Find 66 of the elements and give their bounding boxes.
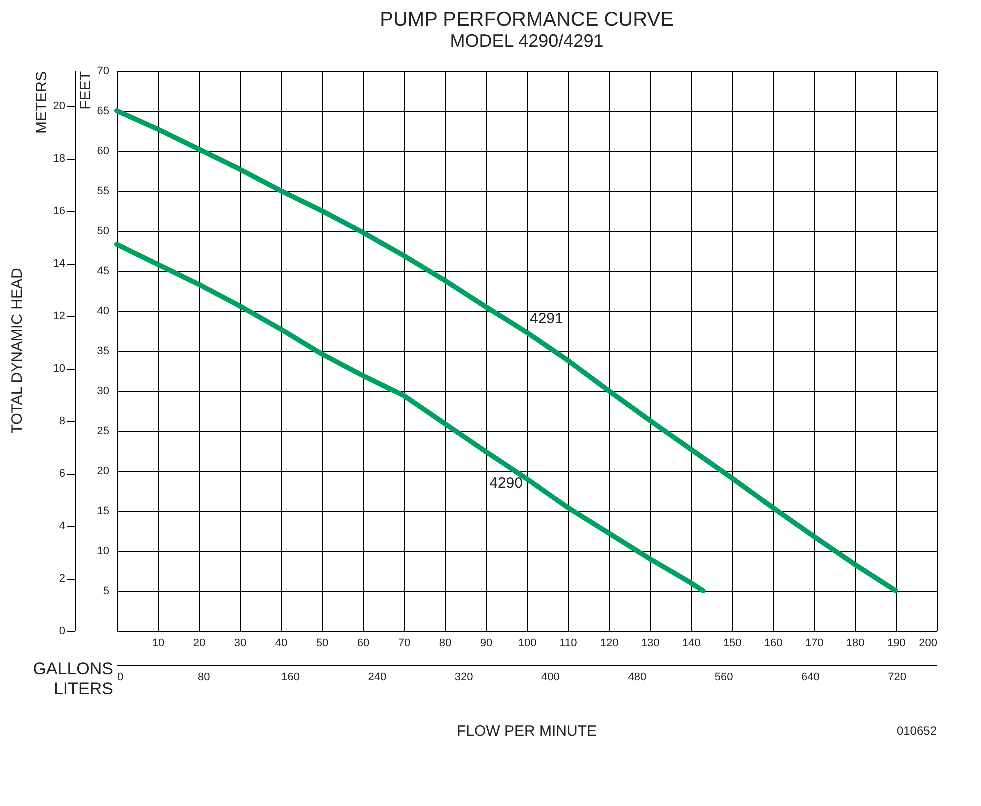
- x2-tick-label: 720: [888, 672, 906, 684]
- y2-tick-label: 20: [53, 100, 66, 113]
- y-tick-label: 30: [97, 386, 110, 398]
- x-tick-label: 90: [480, 638, 493, 650]
- series-label: 4291: [530, 310, 564, 328]
- series-label: 4290: [490, 475, 523, 492]
- x2-tick-label: 400: [542, 672, 560, 684]
- y-tick-label: 25: [97, 426, 110, 438]
- y-tick-label: 65: [97, 106, 110, 118]
- x-tick-label: 160: [764, 638, 783, 650]
- x-tick-label: 190: [887, 638, 906, 650]
- y-tick-label: 70: [97, 66, 110, 78]
- y2-tick-label: 2: [59, 573, 66, 586]
- y-tick-label: 55: [97, 186, 110, 198]
- x-tick-label: 30: [234, 638, 247, 650]
- y2-tick-label: 12: [53, 310, 66, 323]
- x-tick-label: 60: [357, 638, 370, 650]
- y-axis-title: FEET: [77, 72, 94, 110]
- x2-axis-title: LITERS: [54, 680, 114, 698]
- y2-tick-label: 8: [59, 416, 66, 428]
- y2-tick-label: 18: [53, 153, 66, 166]
- x-tick-label: 140: [682, 638, 701, 650]
- x-tick-label: 170: [805, 638, 824, 650]
- y2-tick-label: 10: [53, 363, 66, 376]
- x-tick-label: 120: [600, 638, 619, 650]
- y-tick-label: 35: [97, 346, 110, 358]
- y2-tick-label: 4: [59, 520, 66, 533]
- y-tick-label: 20: [97, 466, 110, 478]
- y-tick-label: 60: [97, 146, 110, 158]
- y-tick-label: 5: [103, 586, 110, 598]
- text: 010652: [896, 724, 938, 738]
- x-tick-label: 20: [193, 638, 206, 650]
- y-tick-label: 45: [97, 266, 110, 278]
- x-tick-label: 200: [919, 638, 938, 650]
- y-tick-label: 40: [97, 306, 110, 318]
- chart-subtitle: MODEL 4290/4291: [450, 31, 604, 51]
- y-tick-label: 15: [97, 506, 110, 518]
- y2-tick-label: 0: [59, 626, 66, 638]
- x-tick-label: 80: [439, 638, 452, 650]
- y-tick-label: 10: [97, 546, 110, 558]
- y2-tick-label: 16: [53, 206, 66, 218]
- x-tick-label: 10: [152, 638, 165, 650]
- chart-title: PUMP PERFORMANCE CURVE: [380, 9, 674, 31]
- x2-tick-label: 80: [198, 672, 210, 684]
- text: TOTAL DYNAMIC HEAD: [9, 268, 26, 434]
- x2-tick-label: 0: [118, 672, 124, 684]
- x-tick-label: 70: [398, 638, 411, 650]
- x-axis-title: GALLONS: [33, 660, 114, 678]
- x2-tick-label: 320: [454, 672, 474, 684]
- text: FLOW PER MINUTE: [456, 723, 598, 740]
- y-tick-label: 50: [97, 226, 110, 238]
- y2-tick-label: 14: [53, 258, 66, 270]
- x-tick-label: 150: [723, 638, 742, 650]
- x-tick-label: 100: [518, 638, 537, 650]
- y2-tick-label: 6: [59, 468, 66, 480]
- x-tick-label: 40: [275, 638, 288, 650]
- y2-axis-title: METERS: [33, 72, 50, 134]
- x2-tick-label: 160: [282, 672, 300, 684]
- x2-tick-label: 240: [368, 672, 387, 684]
- x2-tick-label: 640: [801, 672, 820, 684]
- x2-tick-label: 560: [714, 672, 734, 684]
- x2-tick-label: 480: [628, 672, 647, 684]
- x-tick-label: 50: [316, 638, 329, 650]
- x-tick-label: 180: [846, 638, 865, 650]
- x-tick-label: 110: [560, 638, 578, 650]
- x-tick-label: 130: [641, 638, 660, 650]
